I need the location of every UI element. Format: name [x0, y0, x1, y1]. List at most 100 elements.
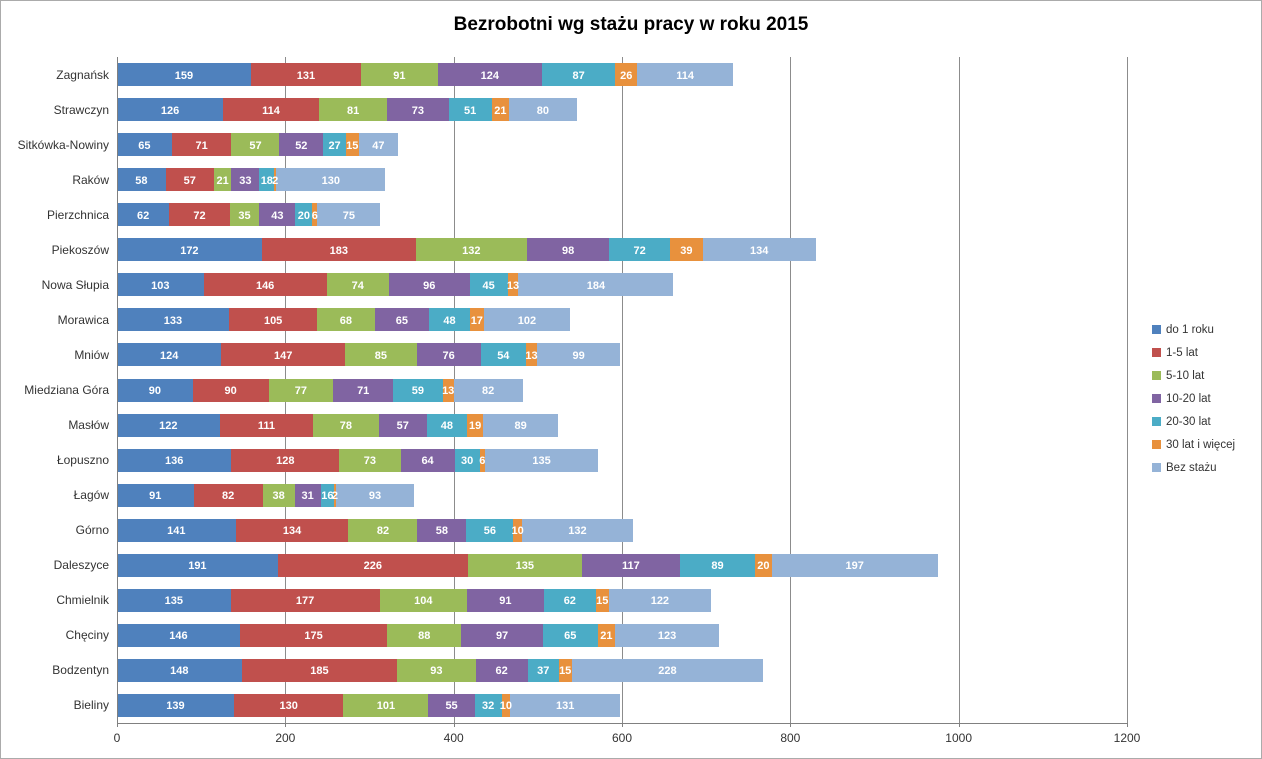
- bar-segment: [276, 168, 386, 192]
- x-tick-label: 400: [443, 731, 464, 745]
- bar-segment: [294, 483, 321, 507]
- bar-value-label: 10: [499, 700, 512, 713]
- bar-value-label: 148: [170, 665, 189, 678]
- legend-item: 10-20 lat: [1152, 387, 1235, 410]
- bar-value-label: 101: [376, 700, 396, 713]
- bar-value-label: 74: [351, 279, 364, 292]
- bar-value-label: 15: [596, 595, 609, 608]
- bar-segment: [483, 308, 570, 332]
- bar-value-label: 47: [372, 139, 385, 152]
- bar-segment: [428, 693, 475, 717]
- bar-segment: [335, 483, 415, 507]
- bar-segment: [702, 238, 816, 262]
- bar-value-label: 71: [357, 385, 370, 397]
- bar-segment: [501, 693, 511, 717]
- axis-tick: [790, 723, 792, 727]
- bar-value-label: 72: [633, 244, 646, 257]
- legend-swatch: [1152, 463, 1161, 472]
- bar-value-label: 131: [296, 69, 316, 82]
- bar-segment: [475, 658, 528, 682]
- bar-segment: [117, 413, 220, 437]
- bar-segment: [221, 343, 346, 367]
- bar-segment: [241, 658, 398, 682]
- bar-segment: [213, 168, 232, 192]
- bar-segment: [317, 203, 381, 227]
- bar-segment: [117, 238, 262, 262]
- bar-segment: [259, 203, 296, 227]
- bar-value-label: 128: [276, 455, 295, 468]
- legend-label: 5-10 lat: [1166, 369, 1205, 382]
- x-axis-line: [117, 723, 1128, 724]
- bar-segment: [461, 623, 543, 647]
- bar-segment: [542, 63, 616, 87]
- bar-value-label: 59: [411, 385, 425, 397]
- bar-value-label: 126: [160, 104, 180, 117]
- bar-segment: [484, 448, 599, 472]
- bar-value-label: 135: [532, 455, 551, 468]
- bar-segment: [469, 273, 508, 297]
- bar-value-label: 57: [183, 174, 196, 187]
- bar-value-label: 159: [174, 69, 194, 82]
- category-label: Zagnańsk: [56, 67, 109, 82]
- bar-segment: [313, 413, 379, 437]
- bar-segment: [510, 693, 621, 717]
- bar-value-label: 130: [321, 174, 340, 187]
- bar-value-label: 89: [711, 560, 724, 573]
- bar-segment: [358, 133, 399, 157]
- axis-tick: [958, 723, 960, 727]
- bar-value-label: 91: [393, 69, 406, 82]
- bar-segment: [231, 168, 260, 192]
- bar-segment: [426, 413, 468, 437]
- bar-value-label: 2: [331, 490, 339, 503]
- bar-value-label: 62: [136, 209, 150, 222]
- bar-value-label: 62: [563, 595, 576, 608]
- bar-segment: [348, 518, 418, 542]
- bar-value-label: 30: [461, 455, 474, 468]
- bar-value-label: 105: [263, 314, 283, 327]
- bar-segment: [117, 483, 194, 507]
- bar-segment: [317, 308, 375, 332]
- axis-tick: [622, 723, 623, 727]
- bar-value-label: 122: [650, 595, 670, 608]
- bar-value-label: 78: [339, 420, 353, 433]
- bar-value-label: 133: [163, 314, 183, 327]
- bar-value-label: 65: [138, 139, 151, 152]
- bar-segment: [526, 238, 610, 262]
- bar-segment: [117, 168, 166, 192]
- bar-value-label: 15: [559, 665, 572, 678]
- bar-segment: [507, 273, 519, 297]
- bar-segment: [469, 308, 484, 332]
- bar-value-label: 26: [620, 69, 633, 82]
- bar-segment: [480, 343, 527, 367]
- bar-value-label: 177: [295, 595, 315, 608]
- bar-value-label: 75: [342, 209, 355, 222]
- bar-segment: [536, 343, 621, 367]
- bar-value-label: 62: [495, 665, 508, 678]
- bar-segment: [608, 588, 712, 612]
- bar-value-label: 68: [339, 314, 353, 327]
- category-label: Górno: [75, 523, 109, 538]
- bar-value-label: 226: [363, 560, 383, 573]
- category-label: Strawczyn: [53, 102, 109, 117]
- bar-segment: [467, 553, 582, 577]
- bar-segment: [235, 518, 349, 542]
- bar-segment: [448, 98, 492, 122]
- gridline: [622, 57, 623, 723]
- bar-value-label: 147: [274, 349, 293, 362]
- legend-label: do 1 roku: [1166, 323, 1214, 336]
- bar-segment: [415, 238, 527, 262]
- bar-segment: [597, 623, 616, 647]
- bar-segment: [387, 623, 462, 647]
- bar-value-label: 31: [301, 490, 314, 503]
- bar-value-label: 71: [195, 139, 208, 152]
- bar-value-label: 103: [151, 279, 170, 292]
- bar-segment: [117, 378, 193, 402]
- bar-value-label: 17: [470, 314, 483, 327]
- bar-value-label: 175: [304, 630, 323, 643]
- bar-segment: [491, 98, 510, 122]
- bar-value-label: 73: [363, 455, 377, 468]
- bar-value-label: 37: [537, 665, 550, 678]
- bar-value-label: 48: [443, 314, 456, 327]
- bar-segment: [229, 203, 260, 227]
- bar-segment: [771, 553, 938, 577]
